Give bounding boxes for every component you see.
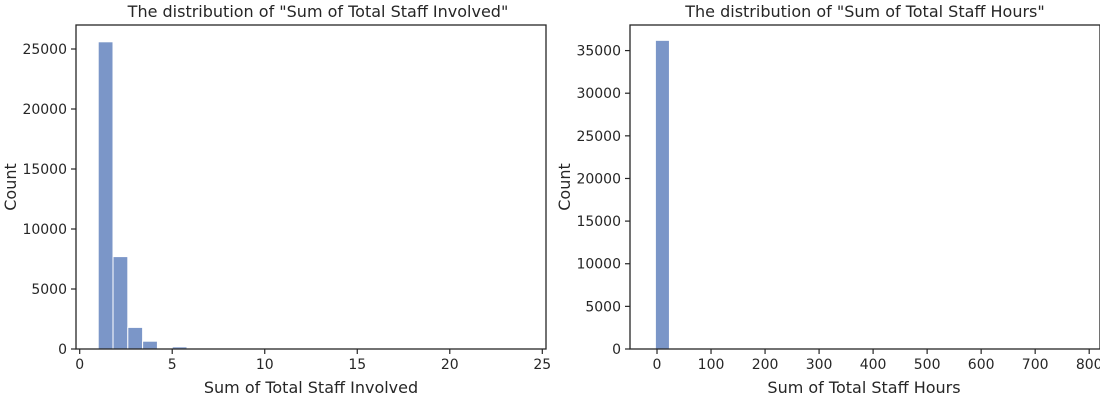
y-tick-label: 0 <box>612 342 621 358</box>
x-tick-label: 0 <box>75 357 84 373</box>
plot-frame <box>629 24 1100 350</box>
plot-frame <box>75 24 547 350</box>
y-tick-label: 20000 <box>22 102 67 118</box>
chart-title: The distribution of "Sum of Total Staff … <box>127 2 509 21</box>
chart-staff-hours: The distribution of "Sum of Total Staff … <box>555 2 1100 397</box>
y-axis-label: Count <box>555 163 574 211</box>
bars <box>654 39 699 350</box>
x-tick-label: 25 <box>533 357 551 373</box>
x-tick-label: 5 <box>168 357 177 373</box>
histogram-bar <box>112 256 129 350</box>
x-tick-label: 15 <box>348 357 366 373</box>
x-tick-label: 600 <box>968 357 995 373</box>
chart-title: The distribution of "Sum of Total Staff … <box>684 2 1044 21</box>
x-axis-label: Sum of Total Staff Hours <box>767 378 960 397</box>
histogram-bar <box>127 326 144 350</box>
x-tick-label: 300 <box>806 357 833 373</box>
histogram-bar <box>97 41 114 350</box>
y-tick-label: 10000 <box>22 222 67 238</box>
x-tick-label: 0 <box>653 357 662 373</box>
x-tick-label: 10 <box>256 357 274 373</box>
y-axis-ticks: 0 5000 10000 15000 20000 25000 30000 35000 <box>576 44 630 358</box>
x-tick-label: 700 <box>1022 357 1049 373</box>
histogram-bar <box>654 39 670 350</box>
bars <box>97 41 306 350</box>
x-axis-ticks: 0 5 10 15 20 25 <box>75 349 551 373</box>
chart-staff-involved: The distribution of "Sum of Total Staff … <box>1 2 551 397</box>
y-tick-label: 20000 <box>576 171 621 187</box>
histogram-bar <box>142 340 158 350</box>
y-tick-label: 5000 <box>31 282 67 298</box>
y-tick-label: 10000 <box>576 257 621 273</box>
x-axis-ticks: 0 100 200 300 400 500 600 700 800 <box>653 349 1100 373</box>
y-axis-label: Count <box>1 163 20 211</box>
x-tick-label: 500 <box>914 357 941 373</box>
y-tick-label: 25000 <box>22 42 67 58</box>
y-tick-label: 35000 <box>576 44 621 60</box>
y-tick-label: 15000 <box>576 214 621 230</box>
x-tick-label: 800 <box>1076 357 1100 373</box>
y-tick-label: 25000 <box>576 129 621 145</box>
x-tick-label: 200 <box>752 357 779 373</box>
y-tick-label: 15000 <box>22 162 67 178</box>
y-axis-ticks: 0 5000 10000 15000 20000 25000 <box>22 42 76 358</box>
y-tick-label: 30000 <box>576 86 621 102</box>
x-tick-label: 20 <box>441 357 459 373</box>
y-tick-label: 5000 <box>585 299 621 315</box>
x-tick-label: 400 <box>860 357 887 373</box>
x-axis-label: Sum of Total Staff Involved <box>204 378 418 397</box>
y-tick-label: 0 <box>58 342 67 358</box>
x-tick-label: 100 <box>698 357 725 373</box>
